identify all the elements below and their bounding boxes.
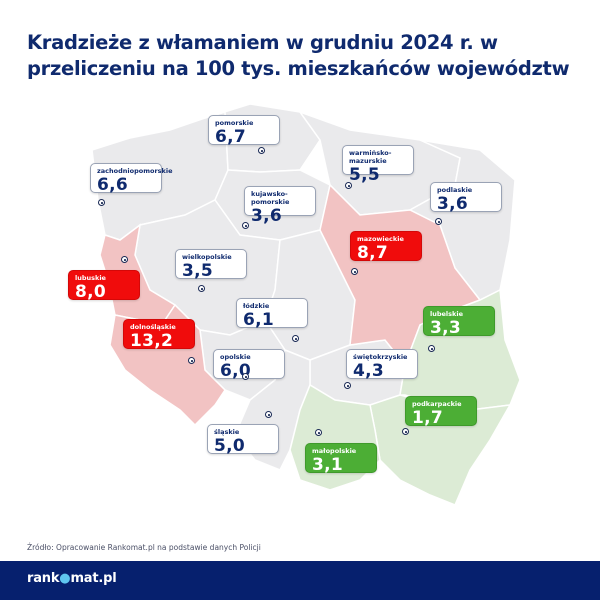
- pin-icon: [242, 373, 249, 380]
- label-malopolskie: małopolskie 3,1: [305, 443, 377, 475]
- region-value: 5,0: [214, 436, 246, 456]
- region-name: zachodniopomorskie: [97, 167, 173, 175]
- region-name: lubuskie: [75, 274, 106, 282]
- region-name: świętokrzyskie: [353, 353, 408, 361]
- source-note: Źródło: Opracowanie Rankomat.pl na podst…: [27, 543, 261, 552]
- region-name: dolnośląskie: [130, 323, 176, 331]
- region-value: 3,6: [437, 194, 469, 214]
- pin-icon: [188, 357, 195, 364]
- region-name: podkarpackie: [412, 400, 462, 408]
- region-value: 8,7: [357, 243, 389, 263]
- region-name: mazowieckie: [357, 235, 404, 243]
- label-zachodniopomorskie: zachodniopomorskie 6,6: [90, 163, 173, 195]
- pin-icon: [315, 429, 322, 436]
- logo-dot-icon: ●: [59, 571, 71, 586]
- pin-icon: [351, 268, 358, 275]
- region-value: 3,3: [430, 318, 462, 338]
- pin-icon: [428, 345, 435, 352]
- pin-icon: [98, 199, 105, 206]
- label-dolnoslaskie: dolnośląskie 13,2: [123, 319, 195, 351]
- region-value: 13,2: [130, 331, 174, 351]
- pin-icon: [121, 256, 128, 263]
- label-kujawsko-pomorskie: kujawsko-pomorskie 3,6: [244, 186, 316, 226]
- region-name: podlaskie: [437, 186, 473, 194]
- region-name: małopolskie: [312, 447, 357, 455]
- region-name: lubelskie: [430, 310, 463, 318]
- pin-icon: [344, 382, 351, 389]
- region-value: 5,5: [349, 165, 381, 185]
- label-lubelskie: lubelskie 3,3: [423, 306, 495, 338]
- label-podkarpackie: podkarpackie 1,7: [405, 396, 477, 428]
- pin-icon: [242, 222, 249, 229]
- label-swietokrzyskie: świętokrzyskie 4,3: [346, 349, 418, 381]
- region-value: 3,5: [182, 261, 214, 281]
- pin-icon: [198, 285, 205, 292]
- pin-icon: [292, 335, 299, 342]
- label-pomorskie: pomorskie 6,7: [208, 115, 280, 147]
- label-warminsko-mazurskie: warmińsko-mazurskie 5,5: [342, 145, 414, 185]
- pin-icon: [345, 182, 352, 189]
- region-value: 6,1: [243, 310, 275, 330]
- region-value: 6,0: [220, 361, 252, 381]
- label-podlaskie: podlaskie 3,6: [430, 182, 502, 214]
- region-value: 8,0: [75, 282, 107, 302]
- region-value: 3,6: [251, 206, 283, 226]
- label-opolskie: opolskie 6,0: [213, 349, 285, 381]
- region-value: 6,6: [97, 175, 129, 195]
- page-title: Kradzieże z włamaniem w grudniu 2024 r. …: [27, 31, 570, 80]
- pin-icon: [402, 428, 409, 435]
- region-name: kujawsko-pomorskie: [251, 190, 290, 206]
- region-name: opolskie: [220, 353, 251, 361]
- label-mazowieckie: mazowieckie 8,7: [350, 231, 422, 263]
- pin-icon: [435, 218, 442, 225]
- label-lodzkie: łódzkie 6,1: [236, 298, 308, 330]
- region-name: wielkopolskie: [182, 253, 232, 261]
- footer-bar: rank●mat.pl: [0, 561, 600, 600]
- label-lubuskie: lubuskie 8,0: [68, 270, 140, 302]
- region-name: śląskie: [214, 428, 240, 436]
- region-value: 6,7: [215, 127, 247, 147]
- region-value: 4,3: [353, 361, 385, 381]
- pin-icon: [265, 411, 272, 418]
- pin-icon: [258, 147, 265, 154]
- region-name: łódzkie: [243, 302, 270, 310]
- region-value: 1,7: [412, 408, 444, 428]
- label-wielkopolskie: wielkopolskie 3,5: [175, 249, 247, 281]
- region-name: pomorskie: [215, 119, 254, 127]
- region-value: 3,1: [312, 455, 344, 475]
- region-name: warmińsko-mazurskie: [349, 149, 392, 165]
- label-slaskie: śląskie 5,0: [207, 424, 279, 456]
- rankomat-logo[interactable]: rank●mat.pl: [27, 571, 117, 586]
